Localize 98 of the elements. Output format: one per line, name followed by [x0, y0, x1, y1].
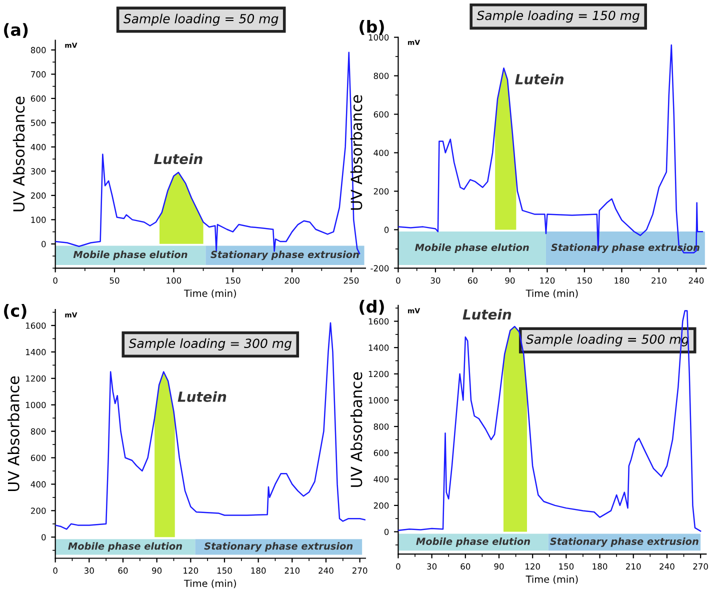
x-tick-label: 0 [53, 277, 58, 284]
y-axis-title: UV Absorbance [12, 96, 25, 212]
y-tick-label: 200 [374, 188, 389, 194]
y-tick-label: 200 [374, 502, 389, 509]
x-tick-label: 180 [614, 277, 630, 284]
y-axis-title: UV Absorbance [350, 95, 362, 210]
x-tick-label: 30 [427, 563, 437, 570]
y-tick-label: 800 [374, 72, 389, 80]
y-tick-label: 400 [30, 481, 46, 488]
x-tick-label: 60 [468, 277, 478, 284]
x-tick-label: 240 [660, 563, 674, 570]
x-axis-title: Time (min) [526, 575, 578, 584]
x-tick-label: 120 [526, 563, 540, 570]
x-tick-label: 120 [540, 277, 555, 284]
x-tick-label: 100 [166, 277, 182, 284]
y-tick-label: 200 [31, 508, 46, 514]
y-tick-label: 1400 [368, 344, 389, 351]
x-axis-title: Time (min) [526, 289, 578, 298]
x-tick-label: 180 [592, 563, 608, 570]
y-tick-label: 600 [30, 454, 46, 462]
y-tick-label: 700 [31, 71, 46, 78]
y-tick-label: 400 [374, 476, 389, 482]
x-tick-label: 60 [118, 567, 128, 574]
x-tick-label: 30 [430, 277, 440, 284]
chart-title: Sample loading = 50 mg [124, 14, 278, 26]
annotation: (d) [360, 300, 384, 315]
x-tick-label: 150 [577, 277, 592, 284]
x-tick-label: 150 [559, 563, 574, 570]
band-label: Mobile phase elution [73, 250, 188, 260]
x-tick-label: 120 [184, 567, 198, 574]
annotation: Lutein [462, 308, 512, 320]
x-tick-label: 90 [505, 277, 515, 284]
y-tick-label: 1600 [26, 322, 46, 329]
y-tick-label: 1000 [26, 402, 46, 408]
y-tick-label: 600 [374, 111, 389, 118]
y-tick-label: 400 [30, 144, 46, 150]
y-axis-title: UV Absorbance [350, 372, 362, 487]
x-axis-title: Time (min) [184, 289, 236, 298]
band-label: Mobile phase elution [416, 537, 530, 547]
y-tick-label: 0 [42, 534, 46, 540]
y-tick-label: 400 [374, 150, 389, 156]
x-tick-label: 250 [344, 277, 359, 284]
x-tick-label: 90 [494, 563, 504, 570]
y-tick-label: 600 [30, 95, 46, 102]
x-tick-label: 150 [226, 277, 240, 284]
y-tick-label: 500 [31, 120, 46, 126]
y-tick-label: 1000 [368, 34, 389, 41]
band-label: Stationary phase extrusion [204, 542, 353, 552]
text: (c) [4, 304, 26, 319]
x-tick-label: 240 [318, 567, 334, 574]
y-tick-label: 800 [30, 46, 46, 54]
band-label: Stationary phase extrusion [550, 537, 698, 547]
y-tick-label: 1000 [368, 397, 389, 404]
y-tick-label: 0 [42, 240, 46, 248]
x-tick-label: 210 [652, 277, 666, 284]
x-tick-label: 210 [284, 567, 300, 574]
chart-title: Sample loading = 150 mg [476, 10, 640, 23]
band-label: Mobile phase elution [68, 542, 182, 552]
annotation: Lutein [178, 391, 226, 402]
line-series [398, 310, 702, 532]
y-tick-label: 600 [374, 450, 389, 456]
text: (b) [360, 20, 384, 35]
x-tick-label: 50 [110, 277, 120, 284]
y-axis-title: UV Absorbance [8, 376, 20, 491]
line-series [55, 322, 366, 530]
band-label: Stationary phase extrusion [210, 250, 359, 260]
line-series [398, 44, 704, 254]
annotation: Lutein [515, 74, 564, 84]
y-tick-label: 1400 [26, 348, 46, 356]
x-tick-label: 150 [217, 567, 232, 574]
x-tick-label: 30 [84, 567, 94, 574]
y-tick-label: 800 [374, 423, 389, 430]
x-tick-label: 90 [152, 567, 162, 574]
x-tick-label: 270 [352, 567, 368, 574]
y-tick-label: 0 [384, 528, 389, 536]
text: Sample loading = 300 mg [128, 338, 292, 350]
y-tick-label: 300 [31, 168, 46, 174]
y-tick-label: 0 [384, 226, 389, 233]
x-tick-label: 270 [693, 563, 708, 570]
text: (a) [4, 23, 28, 38]
y-tick-label: 100 [31, 216, 46, 223]
x-tick-label: 60 [460, 563, 470, 570]
x-tick-label: 210 [626, 563, 641, 570]
annotation: Lutein [154, 153, 202, 164]
x-tick-label: 180 [251, 567, 266, 574]
x-tick-label: 0 [396, 563, 400, 570]
y-tick-label: 1200 [368, 370, 389, 378]
y-tick-label: -200 [370, 265, 389, 272]
band-label: Mobile phase elution [415, 244, 529, 253]
x-tick-label: 0 [396, 277, 400, 284]
x-tick-label: 240 [688, 277, 704, 284]
y-tick-label: 800 [30, 428, 46, 435]
x-tick-label: 0 [53, 567, 58, 574]
x-axis-title: Time (min) [184, 580, 236, 588]
x-tick-label: 200 [284, 277, 300, 284]
y-tick-label: 1600 [368, 318, 389, 325]
y-tick-label: 1200 [26, 375, 46, 382]
y-tick-label: 200 [31, 192, 46, 199]
